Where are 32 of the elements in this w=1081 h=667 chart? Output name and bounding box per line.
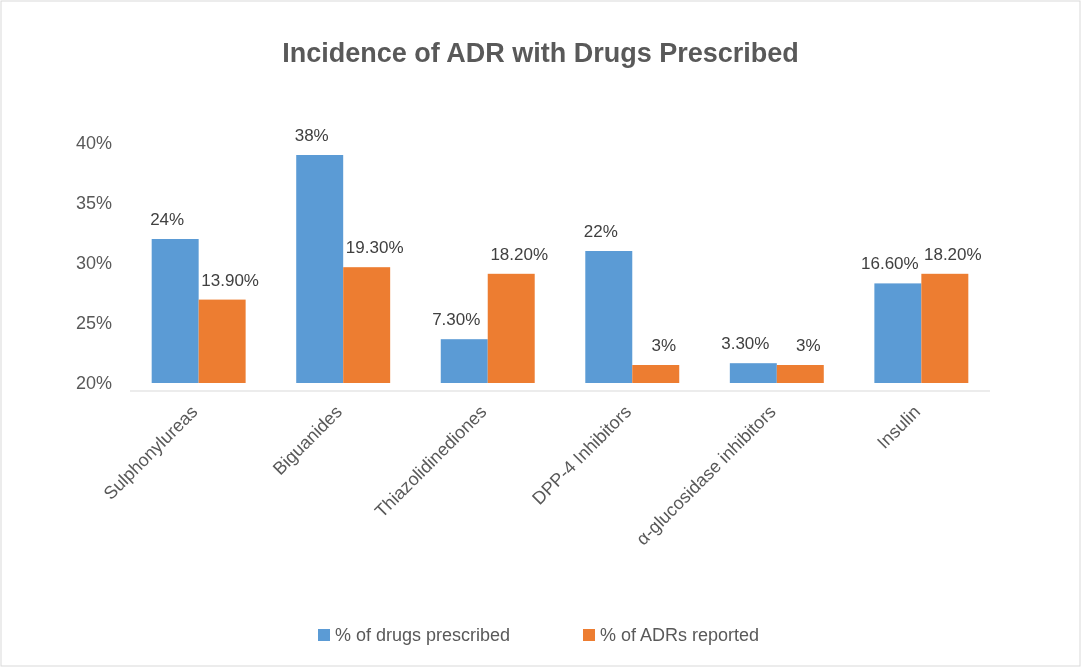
data-label: 3% bbox=[651, 336, 677, 355]
text: 25% bbox=[75, 313, 112, 333]
bar bbox=[440, 339, 488, 383]
bar bbox=[874, 283, 922, 383]
text: 35% bbox=[75, 193, 112, 213]
chart-title: Incidence of ADR with Drugs Prescribed bbox=[282, 38, 799, 68]
text: 30% bbox=[75, 253, 112, 273]
bar bbox=[151, 239, 199, 383]
bar bbox=[296, 155, 344, 383]
bar bbox=[343, 267, 391, 383]
data-label: 7.30% bbox=[432, 310, 481, 330]
data-label: 3.30% bbox=[721, 334, 770, 354]
legend-label: % of drugs prescribed bbox=[335, 625, 511, 645]
bar bbox=[776, 365, 824, 383]
bar bbox=[198, 299, 246, 383]
data-label: 18.20% bbox=[924, 244, 982, 264]
text: 40% bbox=[75, 133, 112, 153]
bar bbox=[921, 273, 969, 383]
data-label: 38% bbox=[294, 126, 329, 145]
data-label: 19.30% bbox=[345, 238, 404, 258]
bar bbox=[632, 365, 680, 383]
data-label: 18.20% bbox=[490, 244, 549, 264]
bar bbox=[729, 363, 777, 383]
bar bbox=[585, 251, 633, 383]
data-label: 3% bbox=[796, 336, 821, 355]
bar bbox=[487, 273, 535, 383]
data-label: 22% bbox=[583, 222, 618, 241]
data-label: 16.60% bbox=[861, 254, 919, 274]
legend-label: % of ADRs reported bbox=[600, 625, 760, 645]
data-label: 24% bbox=[150, 210, 185, 229]
text: 20% bbox=[75, 373, 112, 393]
data-label: 13.90% bbox=[201, 270, 259, 290]
